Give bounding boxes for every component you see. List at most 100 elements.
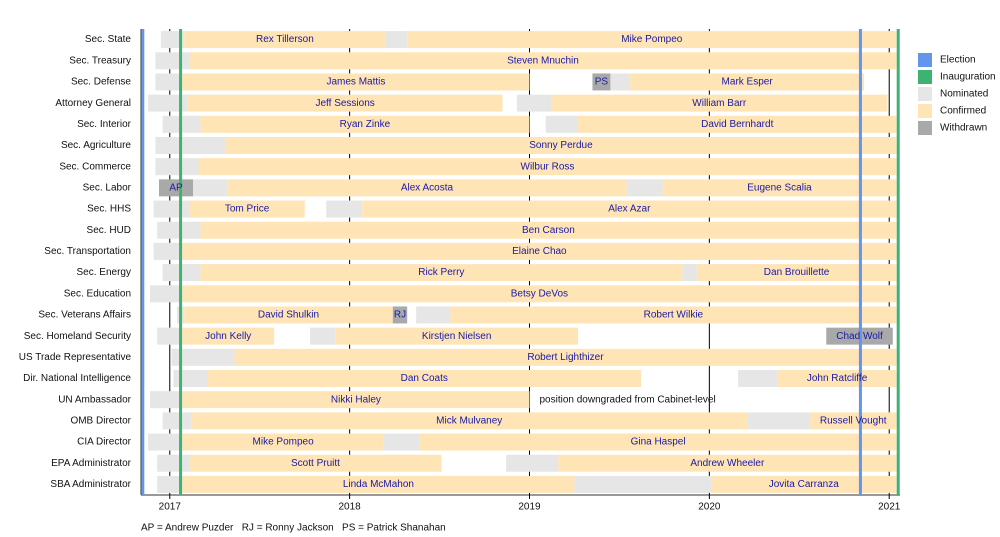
segment <box>193 179 228 197</box>
segment <box>810 412 897 430</box>
row-label: OMB Director <box>70 416 131 427</box>
segment <box>551 94 888 112</box>
legend-label: Confirmed <box>940 106 986 117</box>
segment <box>153 242 183 260</box>
legend-swatch <box>918 70 932 84</box>
segment <box>157 475 183 493</box>
segment <box>173 370 208 387</box>
segment <box>326 200 363 218</box>
segment <box>200 115 530 133</box>
segment <box>184 31 386 49</box>
segment <box>450 306 897 324</box>
segment-label: Mike Pompeo <box>621 34 683 45</box>
segment-label: RJ <box>394 310 406 321</box>
segment-label: Rick Perry <box>418 267 464 278</box>
segment <box>200 221 897 239</box>
segment-label: Scott Pruitt <box>291 458 340 469</box>
segment <box>626 179 663 197</box>
annotation: position downgraded from Cabinet-level <box>539 394 715 405</box>
segment <box>182 433 384 451</box>
segment <box>162 412 192 430</box>
segment-label: Chad Wolf <box>836 331 883 342</box>
row-label: Sec. Education <box>64 288 131 299</box>
segment-label: Rex Tillerson <box>256 34 314 45</box>
segment-label: Sonny Perdue <box>529 140 593 151</box>
segment <box>227 179 627 197</box>
segment <box>155 137 226 154</box>
segment-label: Mark Esper <box>722 77 774 88</box>
segment <box>182 242 897 260</box>
legend-swatch <box>918 121 932 135</box>
segment-label: Alex Azar <box>608 204 651 215</box>
row-label: Sec. Defense <box>71 77 131 88</box>
segment <box>506 454 559 472</box>
segment <box>310 327 336 345</box>
segment-label: David Shulkin <box>258 310 319 321</box>
segment <box>149 391 183 409</box>
segment-label: Linda McMahon <box>343 479 414 490</box>
row-label: US Trade Representative <box>19 352 132 363</box>
row-label: Dir. National Intelligence <box>23 373 131 384</box>
segment <box>610 73 631 91</box>
segment <box>392 306 408 324</box>
legend-swatch <box>918 104 932 118</box>
segment-label: Andrew Wheeler <box>690 458 765 469</box>
row-label: Sec. State <box>85 34 132 45</box>
segment-label: Nikki Haley <box>331 394 381 405</box>
segment <box>662 179 897 197</box>
legend-swatch <box>918 87 932 101</box>
segment <box>696 264 897 282</box>
legend-swatch <box>918 53 932 67</box>
segment <box>385 31 408 49</box>
segment <box>187 94 503 112</box>
markers <box>141 29 900 495</box>
segment <box>516 94 552 112</box>
segment <box>383 433 420 451</box>
segment-label: Mick Mulvaney <box>436 416 502 427</box>
segment <box>225 137 897 154</box>
row-label: UN Ambassador <box>58 394 131 405</box>
segment <box>592 73 611 91</box>
segment-label: Betsy DeVos <box>511 288 568 299</box>
row-label: SBA Administrator <box>50 479 131 490</box>
segment-label: Ryan Zinke <box>340 119 391 130</box>
segment <box>158 179 194 197</box>
segment <box>148 433 183 451</box>
segment <box>155 73 183 91</box>
segment <box>362 200 897 218</box>
segment <box>160 31 185 49</box>
segment <box>335 327 579 345</box>
row-label: Attorney General <box>55 98 131 109</box>
segment <box>682 264 697 282</box>
segment-label: Russell Vought <box>820 416 887 427</box>
row-label: Sec. HHS <box>87 204 131 215</box>
segment <box>157 327 183 345</box>
segment <box>182 285 897 303</box>
segment-label: Robert Wilkie <box>644 310 704 321</box>
segment <box>182 391 530 409</box>
bars <box>148 31 897 493</box>
segment <box>171 348 235 366</box>
segment-label: John Ratcliffe <box>807 373 868 384</box>
segment-label: Kirstjen Nielsen <box>422 331 491 342</box>
segment <box>189 454 442 472</box>
row-label: EPA Administrator <box>51 458 132 469</box>
segment <box>407 31 897 49</box>
row-label: Sec. Commerce <box>59 161 131 172</box>
segment-label: Tom Price <box>225 204 270 215</box>
segment <box>207 370 642 387</box>
segment <box>182 475 575 493</box>
segment <box>198 158 897 176</box>
segment <box>157 221 201 239</box>
segment <box>545 115 579 133</box>
segment-label: James Mattis <box>326 77 385 88</box>
segment <box>189 52 897 70</box>
segment-label: Ben Carson <box>522 225 575 236</box>
segment <box>711 475 897 493</box>
segment-label: Dan Brouillette <box>764 267 830 278</box>
segment-label: Gina Haspel <box>631 437 686 448</box>
segment <box>184 306 393 324</box>
segment-label: PS <box>595 77 609 88</box>
row-label: Sec. Energy <box>77 267 131 278</box>
segment-label: Elaine Chao <box>512 246 567 257</box>
